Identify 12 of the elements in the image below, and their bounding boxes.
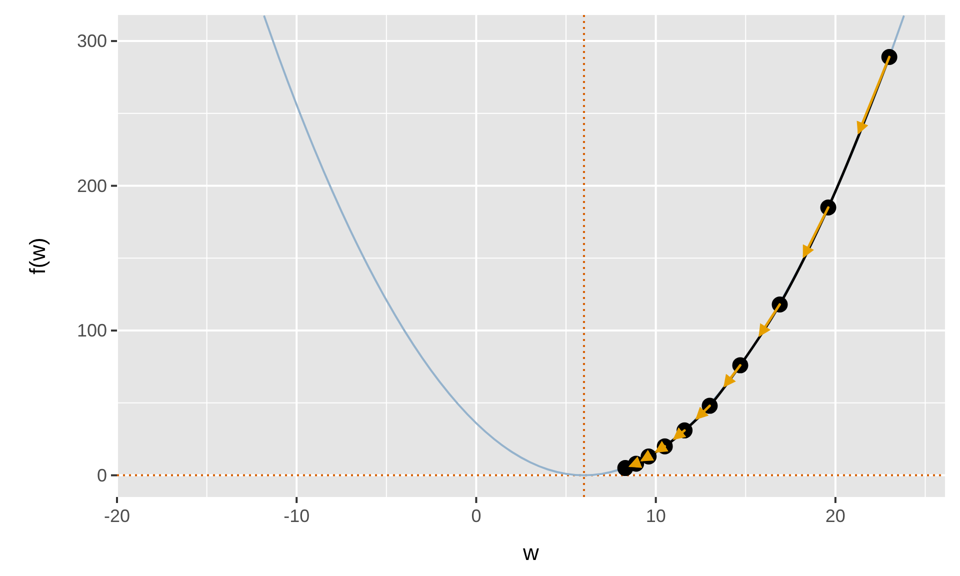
point (617, 460, 634, 476)
x-tick-label: -10 (284, 506, 310, 526)
x-tick-label: 0 (471, 506, 482, 526)
x-axis-title: w (522, 540, 540, 565)
x-tick-label: -20 (104, 506, 130, 526)
y-tick-label: 200 (76, 176, 107, 196)
y-tick-label: 100 (76, 320, 107, 341)
x-tick-label: 10 (646, 506, 666, 526)
y-tick-label: 300 (76, 31, 107, 52)
y-tick-label: 0 (96, 465, 107, 486)
x-tick-label: 20 (825, 506, 846, 526)
y-axis-title: f(w) (25, 238, 50, 274)
